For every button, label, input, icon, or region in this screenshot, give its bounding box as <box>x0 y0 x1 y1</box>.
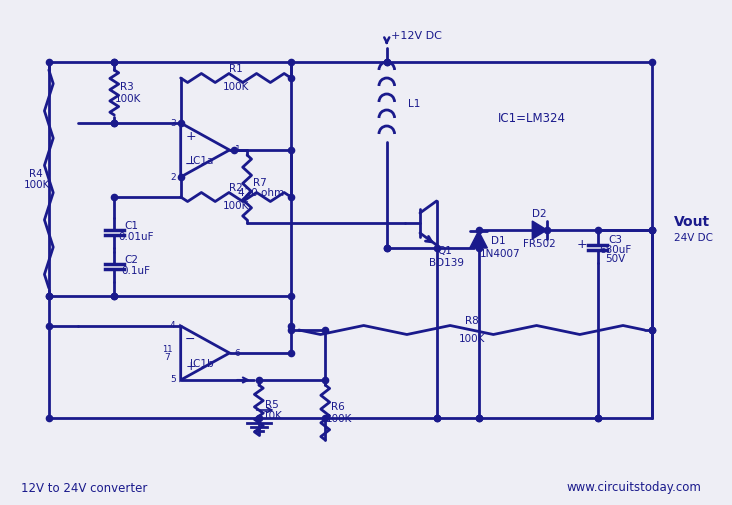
Text: 680uF: 680uF <box>600 245 632 255</box>
Text: R8: R8 <box>465 316 479 326</box>
Text: 100K: 100K <box>458 334 485 344</box>
Text: BD139: BD139 <box>429 258 464 268</box>
Text: Q1: Q1 <box>437 246 452 256</box>
Text: 11: 11 <box>162 345 172 355</box>
Text: L1: L1 <box>408 99 421 109</box>
Text: 100K: 100K <box>223 201 249 211</box>
Text: 3: 3 <box>170 119 176 127</box>
Text: R6: R6 <box>331 402 345 413</box>
Text: D1: D1 <box>490 236 505 246</box>
Polygon shape <box>181 123 230 177</box>
Text: 7: 7 <box>164 354 170 363</box>
Text: 6: 6 <box>234 348 240 358</box>
Text: Vout: Vout <box>674 215 710 229</box>
Text: 12V to 24V converter: 12V to 24V converter <box>21 481 148 494</box>
Text: 100K: 100K <box>24 180 51 190</box>
Text: 100K: 100K <box>326 414 352 424</box>
Text: −: − <box>185 332 195 345</box>
Text: 50V: 50V <box>605 254 625 264</box>
Text: R2: R2 <box>229 183 243 193</box>
Text: R7: R7 <box>253 177 266 187</box>
Text: 4: 4 <box>170 322 176 330</box>
Text: 1N4007: 1N4007 <box>479 249 520 259</box>
Text: C3: C3 <box>608 235 622 245</box>
Text: D2: D2 <box>532 209 546 219</box>
Text: IC1b: IC1b <box>190 359 214 369</box>
Text: 5: 5 <box>170 376 176 384</box>
Text: 0.01uF: 0.01uF <box>118 232 154 242</box>
Text: IC1=LM324: IC1=LM324 <box>498 112 566 125</box>
Text: R4: R4 <box>29 169 43 179</box>
Text: R1: R1 <box>229 64 243 74</box>
Text: +: + <box>185 361 195 374</box>
Polygon shape <box>532 221 547 239</box>
Text: 10K: 10K <box>263 411 283 421</box>
Polygon shape <box>181 326 230 380</box>
Text: 420 ohm: 420 ohm <box>238 188 284 198</box>
Text: IC1a: IC1a <box>190 156 214 166</box>
Text: 100K: 100K <box>223 82 249 92</box>
Text: 1: 1 <box>234 145 240 155</box>
Text: 24V DC: 24V DC <box>674 233 713 243</box>
Text: C2: C2 <box>125 255 139 265</box>
Text: 2: 2 <box>170 173 176 181</box>
Text: FR502: FR502 <box>523 239 556 249</box>
Text: R3: R3 <box>120 82 134 92</box>
Text: +12V DC: +12V DC <box>391 31 441 41</box>
Text: 0.1uF: 0.1uF <box>122 266 150 276</box>
Text: R5: R5 <box>265 400 278 410</box>
Text: C1: C1 <box>125 221 139 231</box>
Text: −: − <box>185 158 195 171</box>
Polygon shape <box>470 231 488 248</box>
Text: +: + <box>577 238 587 251</box>
Text: +: + <box>185 129 195 142</box>
Text: 100K: 100K <box>115 93 141 104</box>
Text: www.circuitstoday.com: www.circuitstoday.com <box>567 481 701 494</box>
